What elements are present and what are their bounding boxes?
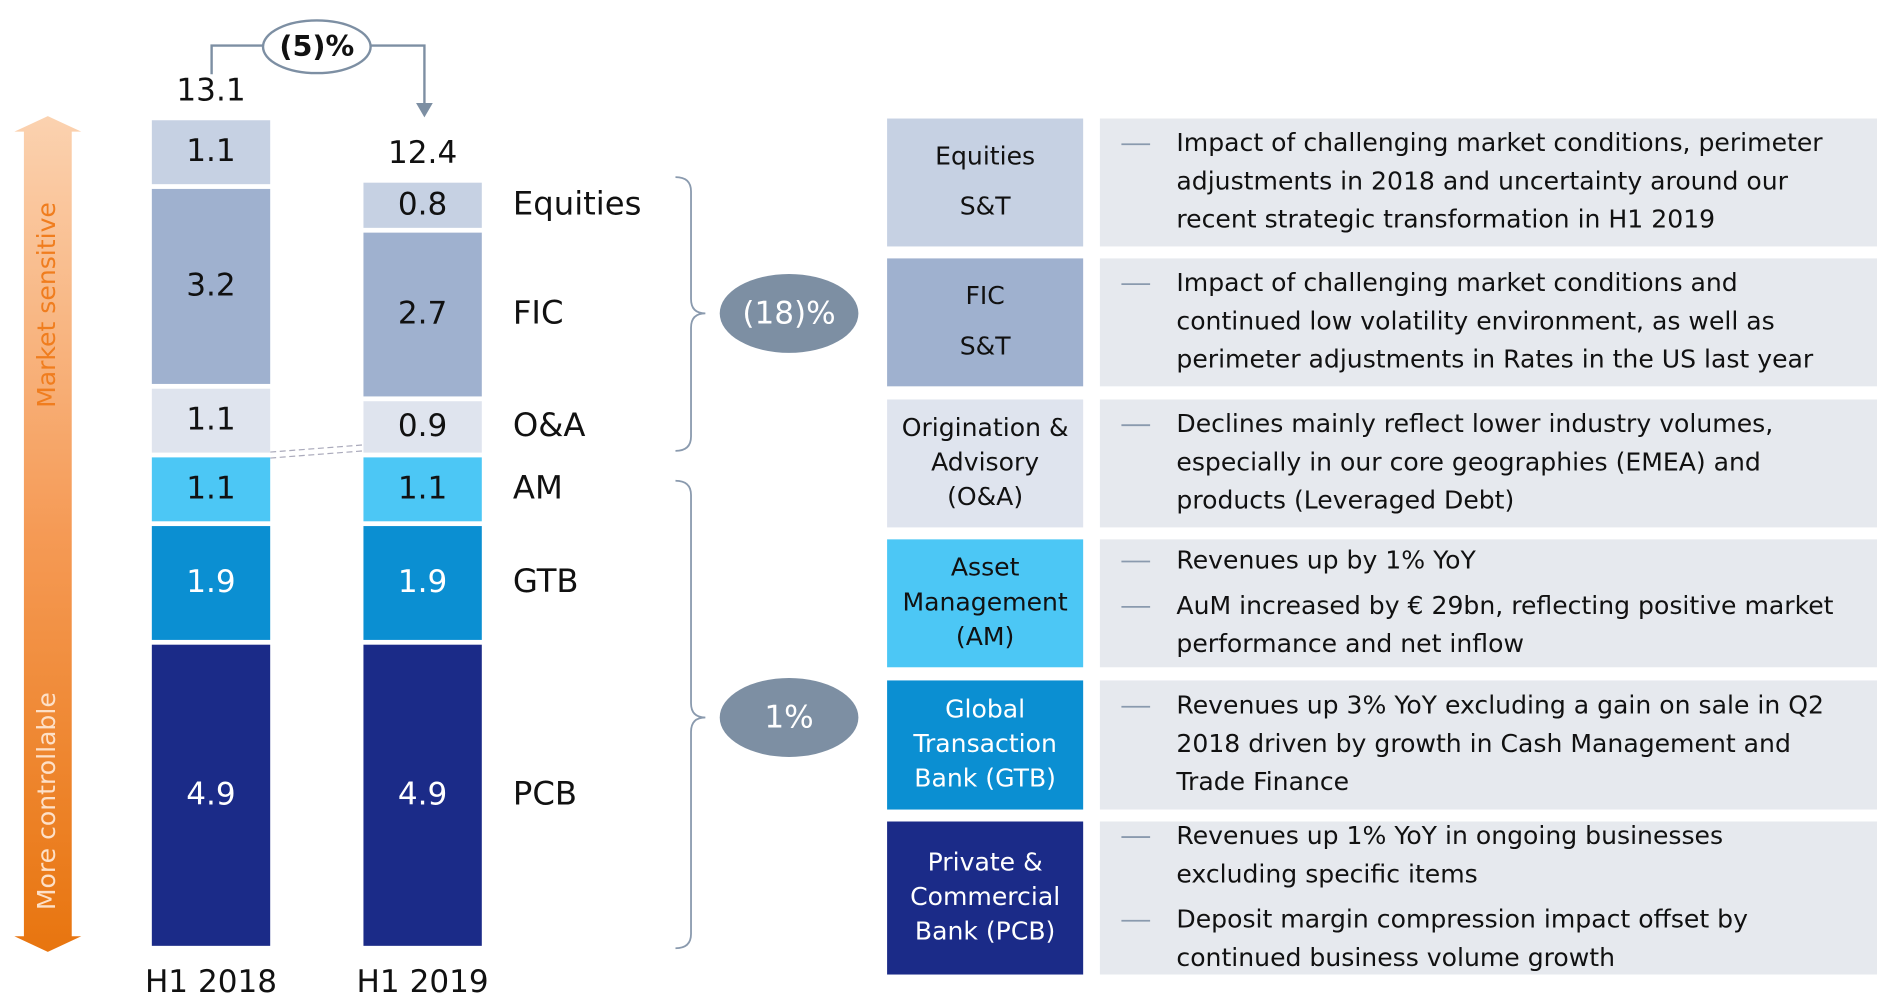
segment-label-box (887, 399, 1084, 528)
segment-label: Advisory (931, 447, 1039, 476)
bar-segment (151, 188, 271, 384)
segment-label-box (887, 118, 1084, 247)
connector (270, 444, 364, 453)
bullet-text: Revenues up 1% YoY in ongoing businesses (1176, 821, 1723, 850)
segment-text-box (1099, 821, 1877, 975)
change-bubble (261, 19, 372, 75)
bullet-text: perimeter adjustments in Rates in the US… (1176, 345, 1814, 374)
bullet-text: Trade Finance (1175, 767, 1349, 796)
segment-text-box (1099, 118, 1877, 247)
segment-label: Origination & (902, 413, 1069, 442)
data-label: 2.7 (398, 296, 447, 332)
legend-label: FIC (513, 294, 564, 332)
segment-text-box (1099, 539, 1877, 668)
bar-segment (363, 457, 482, 522)
bar-segment (363, 232, 482, 397)
bullet-text: Revenues up by 1% YoY (1176, 545, 1476, 574)
bar-segment (363, 401, 482, 453)
bullet-text: Impact of challenging market conditions … (1176, 268, 1737, 297)
controllable-change: 1% (764, 700, 813, 736)
segment-label: Bank (GTB) (914, 764, 1056, 793)
segment-label: Asset (951, 553, 1020, 582)
segment-label: Bank (PCB) (915, 917, 1055, 946)
data-label: 3.2 (186, 267, 235, 303)
legend-label: AM (513, 468, 563, 506)
bar-segment (151, 388, 271, 453)
segment-label-box (887, 821, 1084, 975)
bar-segment (363, 182, 482, 228)
data-label: 1.9 (398, 564, 447, 600)
bullet-text: AuM increased by € 29bn, reflecting posi… (1176, 591, 1833, 620)
bullet-text: continued business volume growth (1176, 943, 1615, 972)
legend-label: GTB (513, 562, 579, 600)
segment-label: FIC (965, 281, 1004, 310)
sensitivity-arrow (14, 116, 82, 952)
market-bubble (719, 273, 859, 353)
data-label: 1.1 (398, 470, 447, 506)
segment-label: Equities (935, 141, 1035, 170)
bullet-text: excluding specific items (1176, 859, 1477, 888)
change-label: (5)% (279, 29, 354, 63)
legend-label: PCB (513, 774, 577, 812)
segment-label: (O&A) (947, 482, 1023, 511)
connector (270, 450, 364, 459)
bullet-text: performance and net inflow (1176, 629, 1524, 658)
segment-label-box (887, 680, 1084, 810)
segment-text-box (1099, 258, 1877, 387)
bullet-text: recent strategic transformation in H1 20… (1176, 205, 1715, 234)
market-change: (18)% (742, 296, 835, 332)
legend-label: O&A (513, 406, 586, 444)
data-label: 1.1 (186, 470, 235, 506)
axis-label-bottom: More controllable (32, 692, 61, 910)
brace (675, 176, 706, 452)
segment-label: S&T (960, 331, 1011, 360)
x-tick-label: H1 2019 (357, 964, 489, 1000)
bar-segment (151, 644, 271, 946)
segment-text-box (1099, 399, 1877, 528)
data-label: 1.9 (186, 564, 235, 600)
segment-text-box (1099, 680, 1877, 810)
bullet-text: Deposit margin compression impact offset… (1176, 905, 1748, 934)
total-label: 12.4 (388, 135, 457, 171)
legend-label: Equities (513, 184, 642, 222)
segment-label: (AM) (956, 622, 1014, 651)
segment-label: Global (945, 694, 1025, 723)
bar-segment (363, 526, 482, 640)
bar-segment (363, 644, 482, 946)
bullet-text: Impact of challenging market conditions,… (1176, 128, 1823, 157)
data-label: 1.1 (186, 133, 235, 169)
segment-label: Private & (928, 847, 1043, 876)
segment-label: Commercial (910, 882, 1060, 911)
bullet-text: Declines mainly reflect lower industry v… (1176, 409, 1773, 438)
bullet-text: especially in our core geographies (EMEA… (1176, 447, 1760, 476)
arrow-head (416, 102, 433, 118)
data-label: 4.9 (398, 776, 447, 812)
data-label: 1.1 (186, 402, 235, 438)
brace (675, 479, 706, 950)
x-tick-label: H1 2018 (145, 964, 277, 1000)
axis-label-top: Market sensitive (32, 202, 61, 408)
segment-label: S&T (960, 192, 1011, 221)
bullet-text: 2018 driven by growth in Cash Management… (1176, 729, 1790, 758)
bar-segment (151, 120, 271, 185)
segment-label-box (887, 539, 1084, 668)
bar-segment (151, 526, 271, 640)
change-connector (210, 44, 426, 106)
bullet-text: products (Leveraged Debt) (1176, 486, 1514, 515)
bullet-text: continued low volatility environment, as… (1176, 306, 1774, 335)
controllable-bubble (719, 678, 859, 757)
data-label: 4.9 (186, 776, 235, 812)
total-label: 13.1 (176, 73, 245, 109)
segment-label: Transaction (912, 729, 1057, 758)
bullet-text: Revenues up 3% YoY excluding a gain on s… (1176, 691, 1824, 720)
segment-label-box (887, 258, 1084, 387)
bar-segment (151, 457, 271, 522)
bullet-text: adjustments in 2018 and uncertainty arou… (1176, 166, 1788, 195)
data-label: 0.8 (398, 186, 447, 222)
data-label: 0.9 (398, 408, 447, 444)
segment-label: Management (902, 587, 1067, 616)
